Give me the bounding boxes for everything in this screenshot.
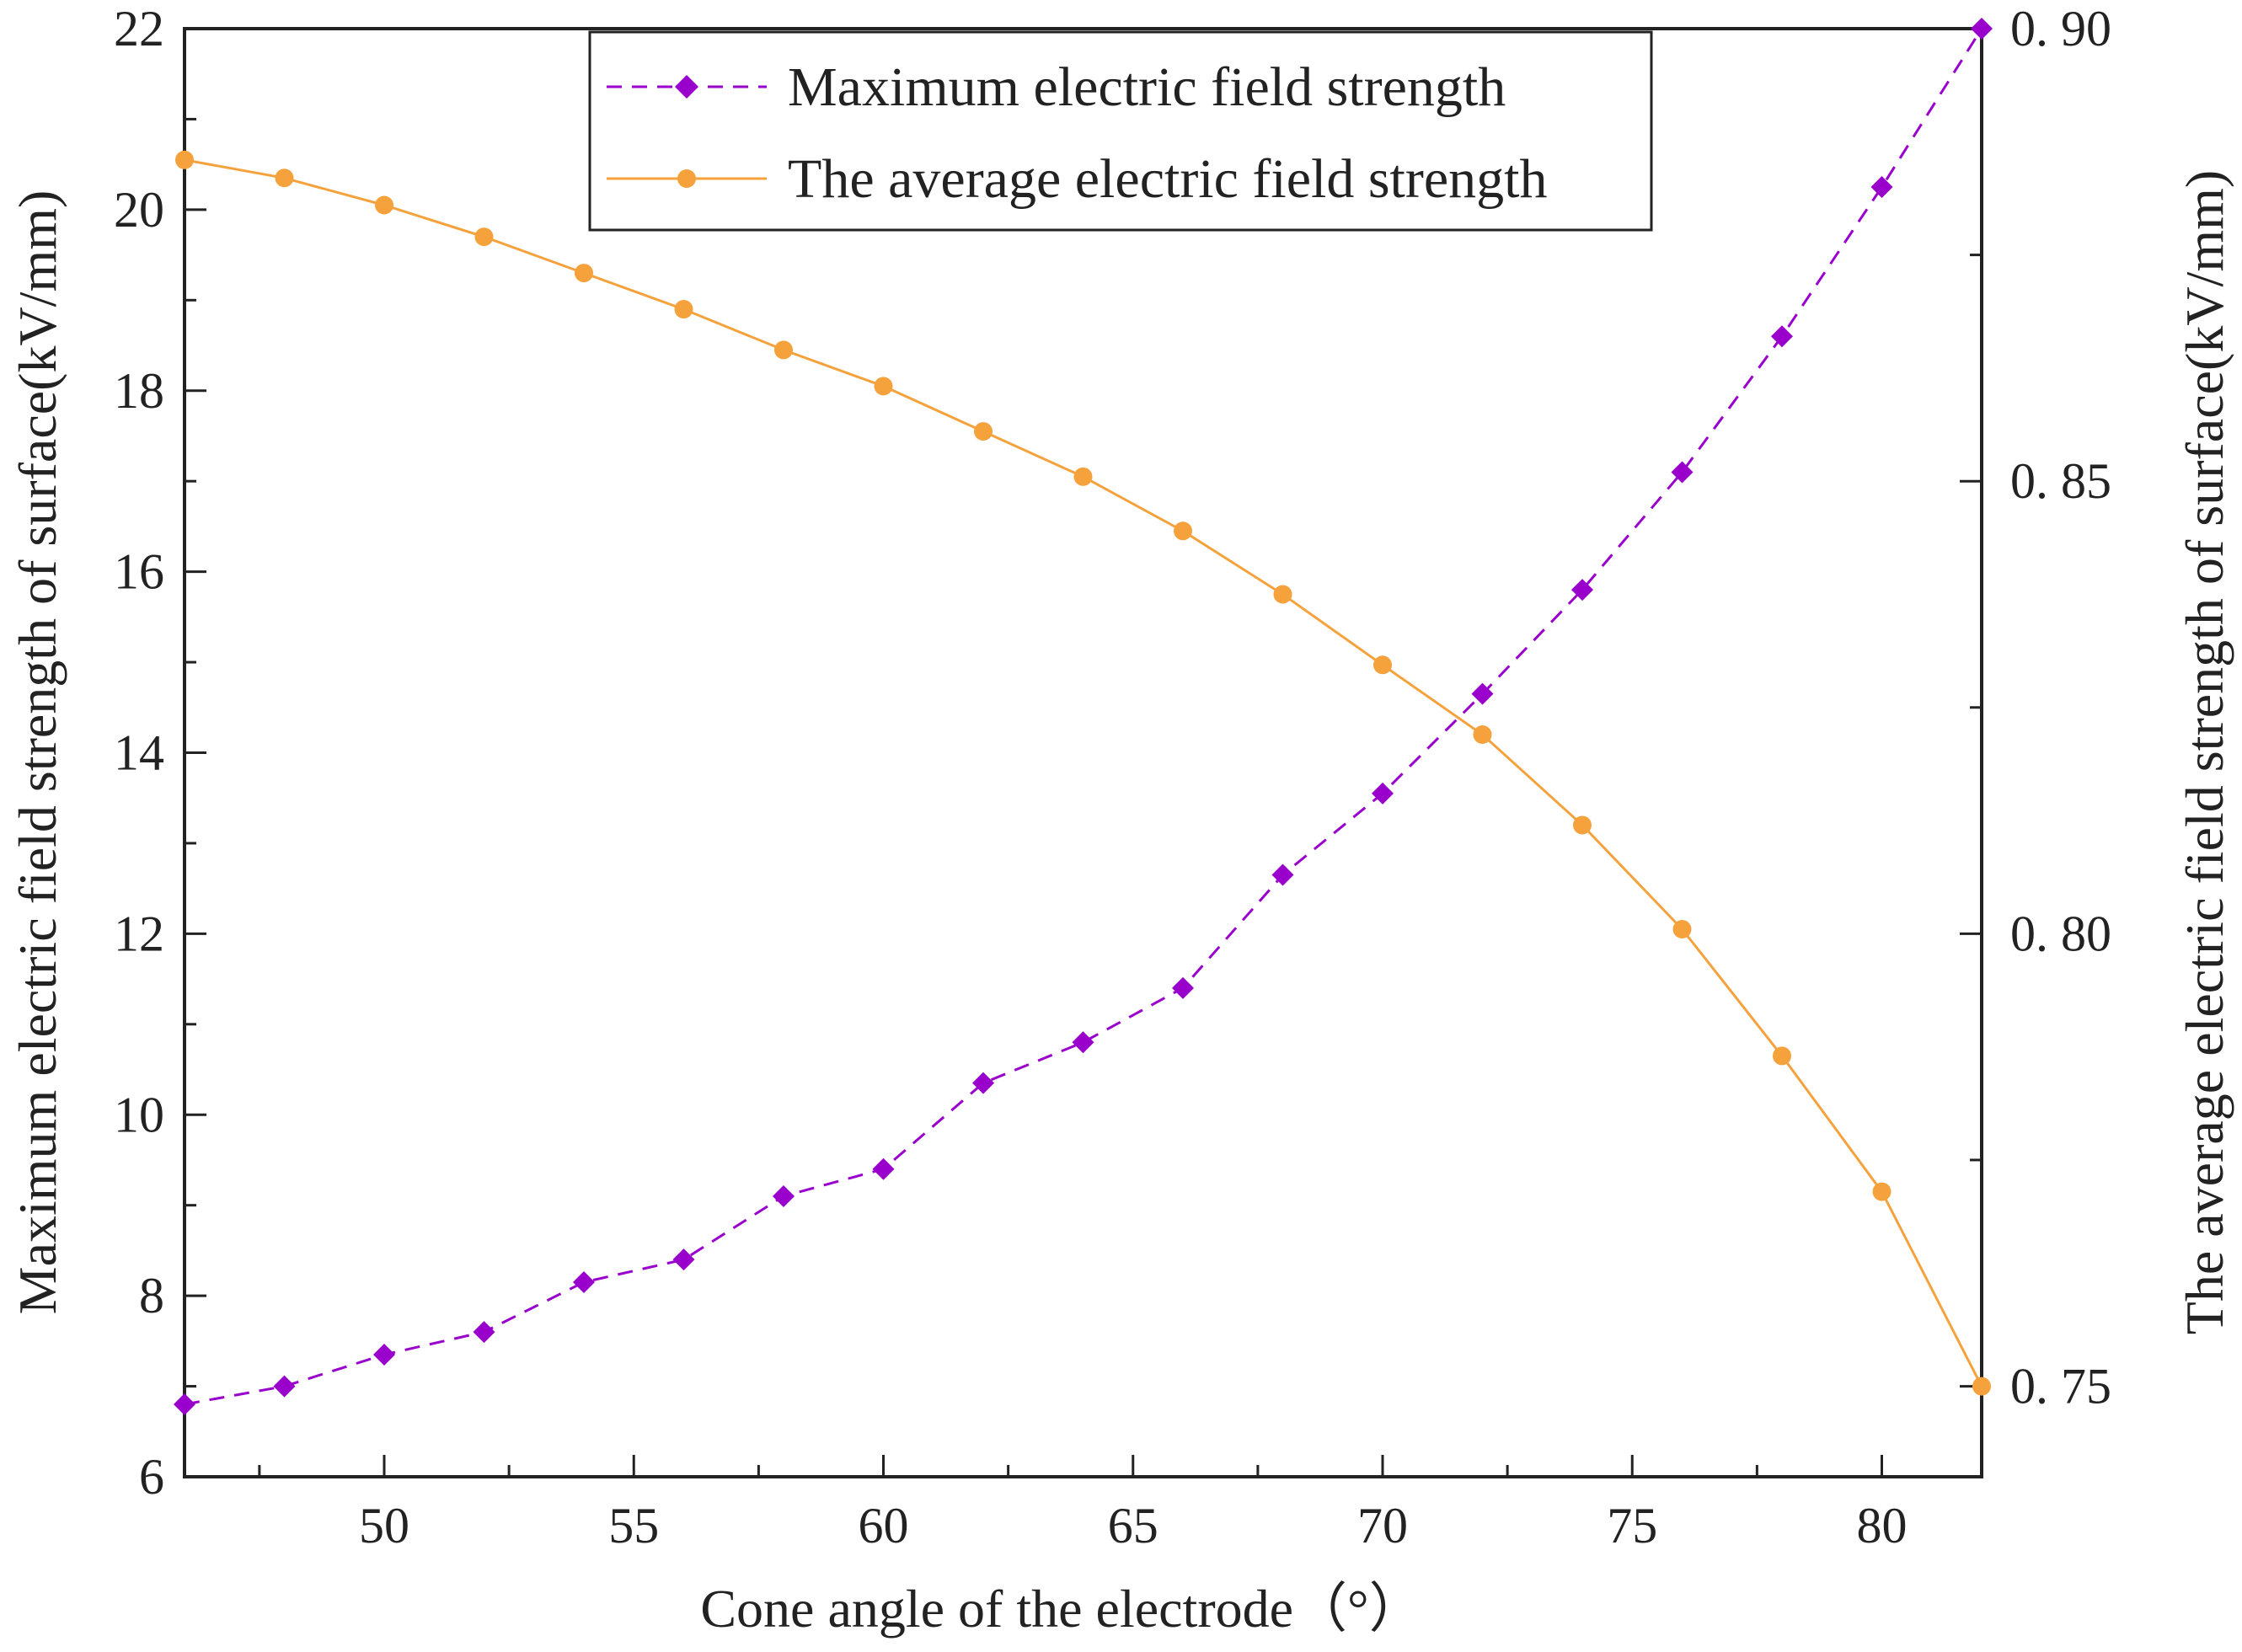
data-point-maximum (1271, 863, 1294, 886)
x-tick-label: 75 (1607, 1498, 1657, 1553)
data-point-maximum (972, 1072, 994, 1094)
data-point-average (474, 227, 494, 247)
left-y-tick-label: 10 (114, 1087, 164, 1142)
plot-frame (183, 27, 1983, 1478)
left-y-tick-label: 12 (114, 906, 164, 961)
left-y-tick-label: 20 (114, 182, 164, 238)
left-y-tick-label: 22 (114, 1, 164, 56)
data-point-maximum (1971, 18, 1993, 40)
data-point-average (674, 300, 693, 319)
data-point-maximum (1771, 325, 1793, 348)
data-point-maximum (473, 1321, 495, 1344)
data-point-average (1174, 521, 1192, 541)
data-point-maximum (773, 1184, 795, 1207)
legend-marker-avg (677, 169, 696, 188)
right-y-tick-label: 0. 80 (2010, 906, 2111, 961)
data-point-maximum (1671, 461, 1694, 484)
data-point-maximum (1072, 1031, 1094, 1054)
data-point-average (874, 377, 893, 396)
right-y-axis-title: The average electric field strength of s… (2175, 170, 2234, 1334)
legend-label-max: Maximum electric field strength (788, 56, 1506, 118)
left-y-tick-label: 18 (114, 363, 164, 419)
x-tick-label: 50 (359, 1498, 409, 1553)
data-point-maximum (872, 1157, 895, 1180)
data-point-maximum (373, 1343, 395, 1366)
data-point-average (1573, 815, 1592, 835)
data-point-maximum (1471, 682, 1494, 705)
data-point-average (974, 422, 993, 441)
legend: Maximum electric field strength The aver… (588, 30, 1653, 232)
data-point-maximum (672, 1248, 695, 1271)
data-point-maximum (1571, 579, 1593, 601)
series-line-maximum (184, 28, 1983, 1406)
x-tick-label: 65 (1108, 1498, 1158, 1553)
x-tick-label: 60 (859, 1498, 909, 1553)
x-axis-ticks: 50 55 60 65 70 75 80 (258, 1455, 1908, 1553)
left-y-tick-label: 14 (114, 725, 164, 781)
data-point-average (1672, 920, 1692, 939)
data-point-average (1473, 725, 1492, 745)
data-point-average (275, 168, 294, 188)
data-point-average (1972, 1377, 1991, 1396)
left-y-tick-label: 8 (139, 1268, 164, 1323)
data-point-maximum (1172, 976, 1194, 999)
right-y-tick-label: 0. 75 (2010, 1359, 2111, 1414)
data-point-maximum (1870, 176, 1893, 199)
data-point-maximum (573, 1271, 595, 1294)
data-point-average (175, 150, 194, 169)
right-y-tick-label: 0. 90 (2010, 1, 2111, 56)
x-axis-title: Cone angle of the electrode（°） (700, 1579, 1422, 1639)
x-tick-label: 55 (608, 1498, 659, 1553)
left-y-axis-ticks: 6 8 10 12 14 16 18 20 22 (114, 1, 206, 1505)
legend-box (588, 30, 1653, 232)
data-point-average (1773, 1046, 1791, 1066)
data-point-average (774, 340, 793, 360)
left-y-axis-title: Maximum electric field strength of surfa… (8, 190, 67, 1315)
data-point-average (575, 264, 593, 283)
data-point-average (1273, 585, 1292, 604)
x-tick-label: 70 (1357, 1498, 1408, 1553)
data-point-maximum (174, 1393, 195, 1416)
x-tick-label: 80 (1857, 1498, 1908, 1553)
data-point-average (375, 195, 393, 215)
legend-marker-max (675, 75, 698, 99)
right-y-axis-ticks: 0. 75 0. 80 0. 85 0. 90 (1960, 1, 2111, 1414)
data-point-maximum (1372, 782, 1394, 805)
data-point-average (1073, 467, 1093, 486)
data-point-average (1872, 1182, 1892, 1201)
data-point-average (1373, 655, 1392, 675)
right-y-tick-label: 0. 85 (2010, 453, 2111, 509)
left-y-tick-label: 16 (114, 544, 164, 600)
series-layer (174, 18, 1993, 1416)
data-point-maximum (273, 1375, 296, 1398)
series-line-average (184, 158, 1983, 1387)
legend-label-avg: The average electric field strength (788, 148, 1548, 210)
left-y-tick-label: 6 (139, 1449, 164, 1505)
